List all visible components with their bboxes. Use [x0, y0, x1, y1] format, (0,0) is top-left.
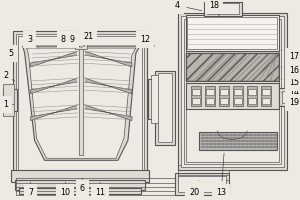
Bar	[185, 15, 279, 51]
Text: 15: 15	[281, 78, 299, 87]
Bar	[77, 78, 85, 98]
Bar	[77, 51, 85, 71]
Bar	[79, 46, 83, 155]
Text: 7: 7	[28, 182, 33, 197]
Bar	[200, 132, 277, 150]
Text: 13: 13	[216, 153, 226, 197]
Polygon shape	[27, 48, 136, 158]
Bar	[262, 98, 270, 104]
Bar	[193, 98, 200, 104]
Bar	[206, 98, 214, 104]
Bar	[219, 86, 229, 106]
Bar	[248, 89, 256, 95]
Text: 10: 10	[60, 182, 70, 197]
Bar	[233, 86, 243, 106]
Polygon shape	[31, 105, 78, 121]
Bar	[155, 71, 175, 145]
Circle shape	[77, 39, 85, 47]
Text: 18: 18	[209, 1, 219, 16]
Text: 16: 16	[281, 66, 299, 75]
Bar	[151, 75, 160, 123]
Bar	[185, 83, 279, 109]
Bar	[11, 170, 149, 182]
Bar	[204, 2, 242, 16]
Polygon shape	[23, 46, 140, 160]
Bar	[188, 17, 277, 49]
Text: 19: 19	[282, 98, 299, 107]
Bar	[175, 173, 229, 195]
Polygon shape	[31, 51, 78, 67]
Text: 3: 3	[27, 35, 39, 48]
Bar	[178, 13, 287, 170]
Text: 20: 20	[189, 181, 200, 197]
Bar	[18, 36, 142, 170]
Text: 8: 8	[61, 35, 72, 47]
Polygon shape	[209, 3, 235, 13]
Bar	[220, 98, 228, 104]
Text: 5: 5	[8, 49, 14, 58]
Bar	[184, 19, 281, 164]
Polygon shape	[211, 4, 233, 12]
Text: 11: 11	[95, 182, 105, 197]
Bar	[248, 98, 256, 104]
Text: 17: 17	[281, 50, 299, 61]
Bar	[262, 89, 270, 95]
Bar	[13, 31, 147, 175]
Bar	[185, 53, 279, 81]
Bar	[3, 89, 17, 111]
Bar	[19, 188, 141, 194]
Bar	[234, 98, 242, 104]
Text: 2: 2	[3, 71, 15, 81]
Bar	[148, 79, 163, 119]
Bar	[16, 34, 144, 172]
Bar	[282, 91, 288, 103]
Text: 1: 1	[3, 100, 14, 109]
Polygon shape	[84, 78, 132, 94]
Bar	[3, 84, 14, 116]
Bar	[220, 89, 228, 95]
Bar	[193, 89, 200, 95]
Polygon shape	[84, 51, 132, 67]
Polygon shape	[84, 105, 132, 121]
Bar	[247, 86, 257, 106]
Text: 9: 9	[70, 35, 79, 47]
Bar	[234, 89, 242, 95]
Bar	[207, 3, 239, 14]
Text: 14: 14	[282, 88, 299, 97]
Bar	[181, 16, 284, 167]
Bar	[178, 176, 226, 192]
Bar	[279, 88, 291, 106]
Bar	[185, 21, 279, 162]
Bar	[15, 180, 145, 190]
Text: 12: 12	[140, 35, 155, 46]
Bar	[185, 53, 279, 81]
Polygon shape	[31, 78, 78, 94]
Text: 4: 4	[175, 1, 202, 11]
Bar	[206, 86, 215, 106]
Text: 6: 6	[80, 178, 85, 193]
Bar	[77, 105, 85, 125]
Bar	[261, 86, 271, 106]
Bar	[75, 41, 87, 49]
Text: 21: 21	[83, 32, 93, 41]
Bar	[191, 86, 201, 106]
Bar	[206, 89, 214, 95]
Bar	[158, 73, 172, 142]
